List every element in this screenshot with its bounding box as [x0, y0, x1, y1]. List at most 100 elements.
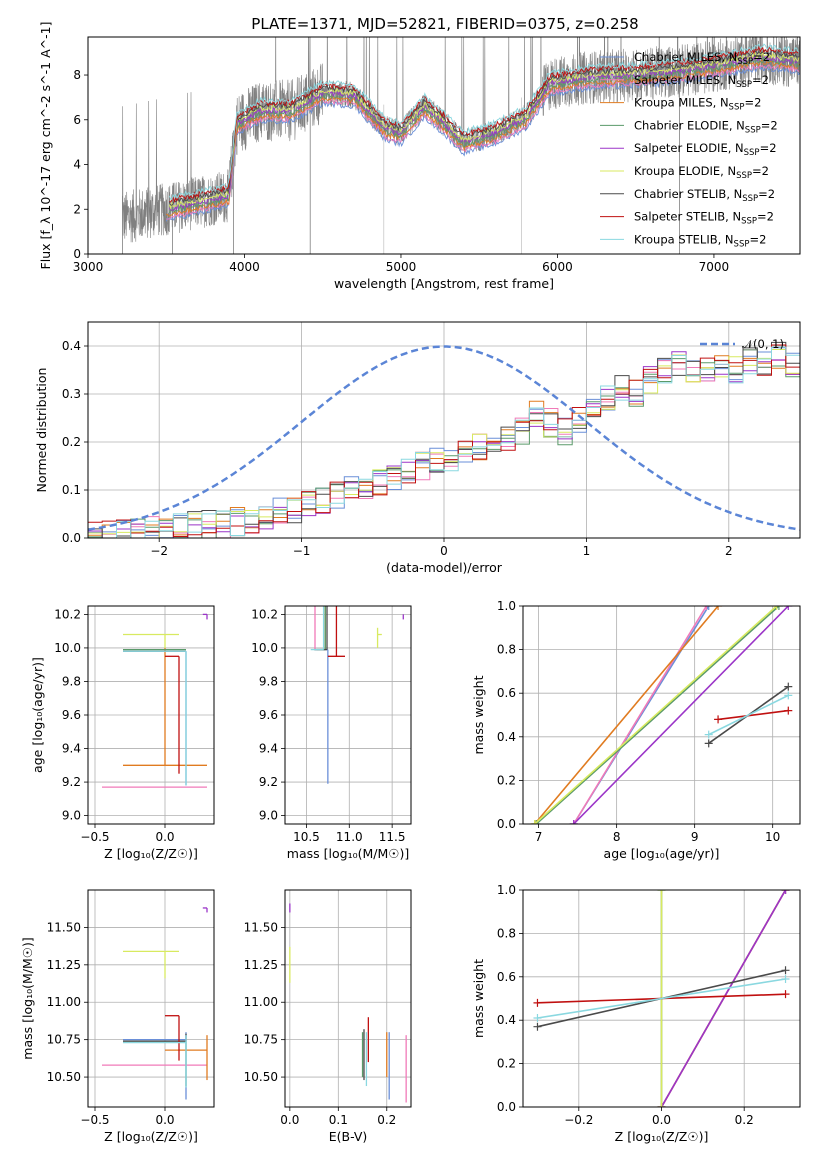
histogram-series: [88, 344, 800, 538]
legend-label: 𝒩(0, 1): [742, 337, 784, 351]
y-tick-label: 10.0: [54, 641, 81, 655]
y-tick-label: 9.2: [62, 775, 81, 789]
legend-label-tail: =2: [752, 164, 769, 178]
plot-area-mass-weight-vs-Z: [533, 890, 790, 1107]
y-axis-label: age [log₁₀(age/yr)]: [30, 657, 45, 773]
x-tick-label: 9: [691, 830, 699, 844]
y-tick-label: 0.0: [497, 1100, 516, 1114]
series-marker: [704, 739, 713, 748]
x-tick-label: 8: [613, 830, 621, 844]
series-line: [534, 606, 719, 824]
y-tick-label: 9.4: [62, 742, 81, 756]
y-tick-label: 9.6: [62, 708, 81, 722]
x-tick-label: 5000: [386, 260, 417, 274]
plot-area-age-vs-mass: [310, 606, 404, 784]
panel-mass-vs-EBV: 0.0 0.1 0.2 10.50 10.75 11.00 11.25 11.50 E(B-V): [244, 889, 412, 1144]
plot-area-residual-histogram: [88, 341, 800, 538]
y-tick-label: 0.4: [62, 339, 81, 353]
series-marker: [781, 890, 790, 894]
legend-label-tail: =2: [757, 210, 774, 224]
y-tick-label: 11.00: [47, 995, 81, 1009]
y-tick-label: 0.6: [497, 686, 516, 700]
x-tick-label: 11.5: [379, 830, 406, 844]
y-tick-label: 9.8: [259, 674, 278, 688]
legend-label-sub: SSP: [745, 125, 761, 135]
legend-label-main: Salpeter STELIB, N: [634, 210, 741, 224]
x-tick-label: 3000: [73, 260, 104, 274]
panel-spectrum: 3000 4000 5000 6000 7000 0 2 4 6 8 wavelength [Ang…: [38, 22, 801, 291]
y-tick-label: 0.1: [62, 483, 81, 497]
data-point: [123, 950, 179, 979]
axes-frame: [87, 605, 215, 825]
series-line: [573, 606, 789, 824]
y-tick-label: 9.2: [259, 775, 278, 789]
legend-label: Salpeter MILES, NSSP=2: [634, 73, 769, 90]
legend-label-sub: SSP: [737, 57, 753, 67]
y-tick-label: 9.0: [259, 809, 278, 823]
y-tick-label: 0.4: [497, 730, 516, 744]
legend-label-sub: SSP: [744, 148, 760, 158]
histogram-series: [88, 347, 800, 538]
histogram-series: [88, 346, 800, 538]
series-marker: [704, 730, 713, 739]
series-line: [534, 606, 778, 824]
series-marker: [533, 1014, 542, 1023]
y-tick-label: 9.4: [259, 742, 278, 756]
x-tick-label: 6000: [542, 260, 573, 274]
axes-frame: [284, 605, 412, 825]
x-tick-label: −2: [150, 544, 168, 558]
y-tick-label: 0.8: [497, 643, 516, 657]
series-marker: [569, 820, 578, 824]
x-tick-label: −0.2: [564, 1113, 593, 1127]
model-spectrum-line: [169, 53, 800, 211]
legend-label-tail: =2: [760, 141, 777, 155]
series-marker: [774, 606, 783, 610]
legend-label-sub: SSP: [736, 80, 752, 90]
series-marker: [772, 606, 781, 610]
legend-label-main: Kroupa MILES, N: [634, 96, 729, 110]
series-line: [537, 978, 786, 1019]
plot-area-mass-vs-EBV: [289, 903, 407, 1103]
data-point: [310, 606, 325, 651]
data-point: [123, 1035, 187, 1088]
series-marker: [704, 606, 713, 610]
y-tick-label: 8: [73, 68, 81, 82]
y-tick-label: 0.2: [497, 1057, 516, 1071]
axes-frame: [522, 889, 801, 1108]
x-tick-label: 7: [535, 830, 543, 844]
series-marker: [784, 706, 793, 715]
series-marker: [530, 820, 539, 824]
data-point: [202, 907, 208, 913]
legend-label-main: Salpeter ELODIE, N: [634, 141, 744, 155]
panel-age-vs-Z: −0.5 0.0 9.0 9.2 9.4 9.6 9.8 10.0 10.2 Z [log₁₀(Z…: [30, 605, 215, 861]
y-tick-label: 4: [73, 158, 81, 172]
y-tick-label: 0.3: [62, 387, 81, 401]
model-spectrum-line: [168, 43, 800, 201]
series-marker: [702, 606, 711, 610]
x-tick-label: 0.1: [329, 1113, 348, 1127]
y-tick-label: 9.8: [62, 674, 81, 688]
series-marker: [781, 974, 790, 983]
x-axis-label: age [log₁₀(age/yr)]: [604, 846, 720, 861]
x-tick-label: 0.2: [377, 1113, 396, 1127]
series-line: [660, 890, 787, 1107]
legend-label-sub: SSP: [734, 239, 750, 249]
model-spectrum-line: [166, 63, 800, 220]
x-tick-label: 10.5: [293, 830, 320, 844]
y-tick-label: 0.6: [497, 970, 516, 984]
x-tick-label: −0.5: [80, 830, 109, 844]
legend-label-sub: SSP: [736, 171, 752, 181]
series-marker: [533, 1022, 542, 1031]
x-tick-label: 11.0: [336, 830, 363, 844]
data-point: [327, 606, 345, 657]
legend-label: Salpeter ELODIE, NSSP=2: [634, 141, 777, 158]
x-tick-label: 10: [765, 830, 780, 844]
series-marker: [781, 990, 790, 999]
legend-label-main: Chabrier MILES, N: [634, 50, 737, 64]
x-tick-label: 0.0: [652, 1113, 671, 1127]
legend-label-tail: =2: [744, 96, 761, 110]
legend-label: Kroupa ELODIE, NSSP=2: [634, 164, 769, 181]
y-tick-label: 6: [73, 113, 81, 127]
histogram-series: [88, 341, 800, 538]
